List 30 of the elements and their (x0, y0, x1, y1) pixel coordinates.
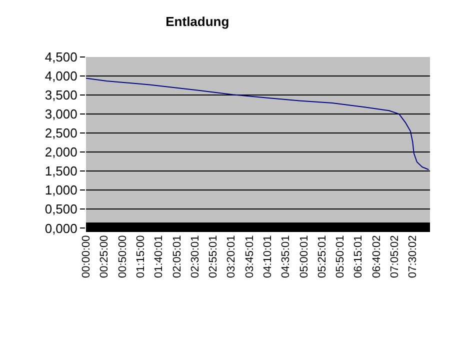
y-tick-label: 2,500 (44, 126, 78, 141)
x-tick-label: 05:50:01 (334, 235, 347, 278)
x-tick-label: 02:30:01 (189, 235, 202, 278)
chart-title: Entladung (166, 14, 230, 30)
y-tick-label: 4,500 (44, 50, 78, 65)
x-tick-label: 06:40:02 (370, 235, 383, 278)
x-tick-label: 00:00:00 (80, 235, 93, 278)
y-tick-label: 1,000 (44, 182, 78, 198)
y-tick-label: 0,000 (44, 220, 78, 236)
y-tick-label: 2,000 (44, 144, 78, 160)
x-tick-label: 00:50:00 (116, 235, 129, 278)
x-tick-label: 03:20:01 (226, 235, 238, 278)
x-tick-label: 04:10:01 (262, 235, 274, 278)
x-tick-label: 05:25:01 (316, 235, 328, 278)
x-tick-label: 02:55:01 (208, 235, 220, 278)
x-tick-label: 07:30:02 (407, 235, 420, 278)
y-tick-label: 0,500 (44, 202, 78, 217)
x-tick-label: 01:40:01 (153, 235, 166, 278)
x-tick-label: 00:25:00 (98, 235, 111, 278)
x-tick-label: 07:05:02 (389, 235, 402, 278)
x-tick-label: 03:45:01 (244, 235, 256, 278)
x-tick-label: 05:00:01 (298, 235, 310, 278)
x-tick-label: 01:15:00 (135, 235, 148, 278)
x-tick-label: 06:15:01 (352, 235, 365, 278)
x-tick-label: 02:05:01 (171, 235, 184, 278)
y-tick-label: 1,500 (44, 164, 78, 179)
x-tick-label: 04:35:01 (280, 235, 292, 278)
y-tick-label: 4,000 (44, 68, 78, 84)
y-tick-label: 3,500 (44, 88, 78, 103)
y-tick-label: 3,000 (44, 106, 78, 122)
